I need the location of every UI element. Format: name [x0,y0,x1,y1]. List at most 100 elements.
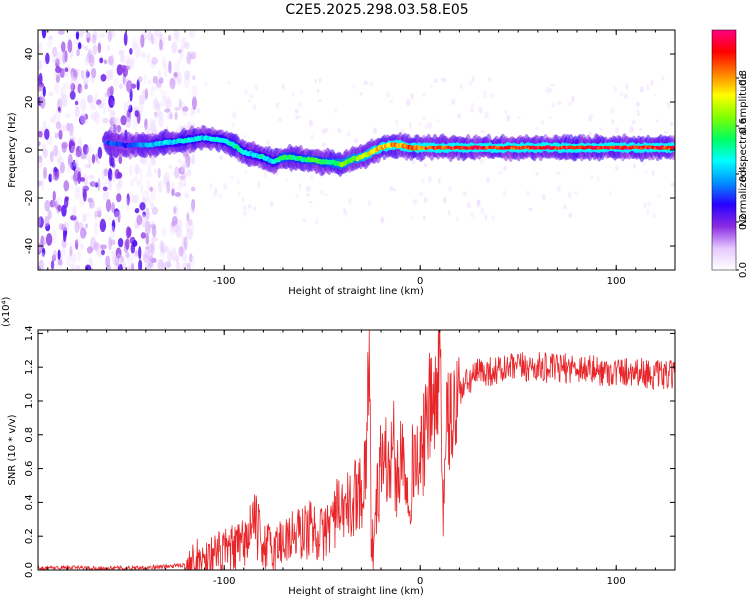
spectrogram-noise-cell [254,84,259,91]
spectrogram-noise-cell [120,115,127,126]
spectrogram-noise-cell [253,206,257,211]
spectrogram-noise-cell [45,233,53,246]
spectrogram-noise-cell [54,82,60,95]
spectrogram-noise-cell [55,66,62,74]
spectrogram-noise-cell [73,159,80,168]
spectrogram-noise-cell [91,97,96,108]
spectrogram-noise-cell [171,248,177,261]
spectrogram-noise-cell [110,226,116,239]
spectrogram-noise-cell [433,78,438,83]
spectrogram-noise-cell [125,117,132,128]
spectrogram-noise-cell [107,106,111,113]
spectrogram-noise-cell [113,123,117,132]
spectrogram-noise-cell [385,92,390,98]
snr-y-tick-label: 0.2 [24,528,35,544]
spectrogram-noise-cell [173,166,180,179]
spectrogram-noise-cell [191,200,195,214]
spectrogram-noise-cell [119,83,123,90]
spectrogram-noise-cell [644,170,649,173]
spectrogram-noise-cell [113,117,120,127]
spectrogram-noise-cell [90,174,95,180]
spectrogram-y-tick-label: -40 [24,238,35,254]
spectrogram-noise-cell [588,131,592,136]
spectrogram-noise-cell [150,241,155,255]
spectrogram-noise-cell [144,125,151,135]
spectrogram-noise-cell [171,221,176,227]
spectrogram-noise-cell [409,121,412,129]
spectrogram-noise-cell [596,176,600,182]
spectrogram-noise-cell [421,178,425,184]
spectrogram-noise-cell [635,101,640,107]
spectrogram-noise-cell [650,80,654,86]
spectrogram-noise-cell [651,169,655,177]
spectrogram-noise-cell [88,96,93,107]
spectrogram-noise-cell [380,217,384,225]
spectrogram-noise-cell [252,104,257,111]
spectrogram-noise-cell [41,247,46,257]
spectrogram-noise-cell [480,207,485,215]
spectrogram-noise-cell [38,83,43,92]
spectrogram-noise-cell [177,58,182,65]
spectrogram-noise-cell [243,134,246,138]
spectrogram-noise-cell [156,108,162,118]
spectrogram-noise-cell [105,199,112,212]
spectrogram-noise-cell [45,52,50,65]
spectrogram-noise-cell [108,55,114,66]
spectrogram-noise-cell [166,181,171,194]
spectrogram-noise-cell [73,224,79,233]
spectrogram-noise-cell [158,116,164,128]
spectrogram-noise-cell [117,209,121,223]
spectrogram-noise-cell [127,265,132,270]
spectrogram-noise-cell [63,81,70,89]
spectrogram-noise-cell [96,210,102,218]
spectrogram-noise-cell [188,30,193,38]
spectrogram-noise-cell [102,117,109,124]
spectrogram-noise-cell [38,228,41,242]
spectrogram-noise-cell [256,181,261,189]
spectrogram-noise-cell [129,57,136,62]
spectrogram-noise-cell [615,165,620,172]
spectrogram-noise-cell [99,218,107,233]
spectrogram-x-axis-label: Height of straight line (km) [288,286,424,297]
spectrogram-noise-cell [70,145,77,156]
spectrogram-noise-cell [372,127,377,132]
spectrogram-noise-cell [237,191,241,197]
spectrogram-noise-cell [172,204,179,217]
spectrogram-noise-cell [61,223,67,232]
spectrogram-noise-cell [128,104,133,113]
spectrogram-noise-cell [63,180,70,192]
spectrogram-noise-cell [125,65,131,71]
spectrogram-noise-cell [663,130,669,134]
spectrogram-noise-cell [244,170,248,174]
spectrogram-noise-cell [248,99,252,103]
spectrogram-noise-cell [78,143,83,152]
spectrogram-y-axis: -40 -20 0 20 40 [24,48,675,254]
spectrogram-noise-cell [73,171,79,186]
spectrogram-noise-cell [180,168,184,173]
spectrogram-noise-cell [170,221,176,227]
spectrogram-noise-cell [87,94,93,104]
spectrogram-noise-cell [661,75,665,81]
spectrogram-noise-cell [158,111,164,120]
spectrogram-noise-cell [134,164,140,175]
spectrogram-noise-cell [369,82,374,86]
spectrogram-noise-cell [52,54,58,65]
spectrogram-y-tick-label: -20 [24,190,35,206]
spectrogram-noise-cell [423,162,428,168]
spectrogram-noise-cell [275,172,279,177]
spectrogram-noise-cell [299,90,303,95]
spectrogram-noise-cell [631,119,637,125]
spectrogram-noise-cell [443,77,447,83]
spectrogram-noise-cell [79,115,86,125]
spectrogram-noise-cell [154,100,160,108]
spectrogram-noise-cell [38,155,43,163]
spectrogram-noise-cell [179,50,184,60]
spectrogram-noise-cell [181,164,185,171]
spectrogram-y-tick-label: 20 [24,96,35,109]
spectrogram-noise-cell [197,108,200,114]
spectrogram-noise-cell [157,259,164,270]
spectrogram-noise-cell [80,112,87,125]
spectrogram-noise-cell [164,108,171,113]
spectrogram-noise-cell [101,168,106,181]
spectrogram-noise-cell [74,106,80,118]
